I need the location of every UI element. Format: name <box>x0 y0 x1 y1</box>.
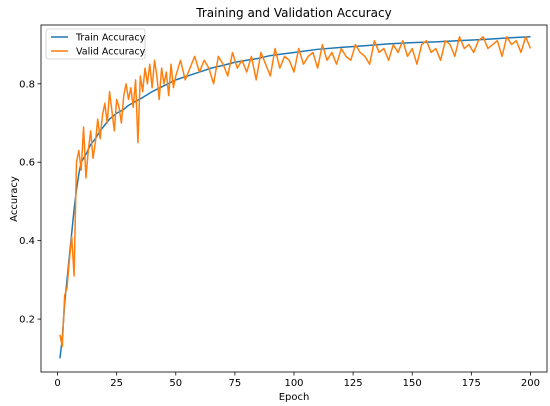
legend-label-valid: Valid Accuracy <box>76 47 146 58</box>
y-tick-label: 0.4 <box>19 236 35 247</box>
x-tick-label: 0 <box>54 378 60 389</box>
chart-title: Training and Validation Accuracy <box>195 6 391 20</box>
x-tick-label: 100 <box>284 378 303 389</box>
legend: Train Accuracy Valid Accuracy <box>45 28 146 60</box>
y-tick-label: 0.6 <box>19 158 35 169</box>
y-tick-label: 0.2 <box>19 315 35 326</box>
series-line-train <box>59 36 531 359</box>
x-tick-label: 25 <box>110 378 123 389</box>
y-tick-label: 0.8 <box>19 79 35 90</box>
x-axis: 0 25 50 75 100 125 150 175 200 <box>54 372 540 389</box>
y-axis-title: Accuracy <box>9 176 20 222</box>
x-tick-label: 200 <box>521 378 540 389</box>
x-tick-label: 150 <box>403 378 422 389</box>
plot-frame <box>40 24 548 373</box>
x-tick-label: 50 <box>169 378 182 389</box>
series-layer <box>59 36 532 359</box>
legend-label-train: Train Accuracy <box>75 33 146 44</box>
legend-box <box>45 28 146 60</box>
x-tick-label: 75 <box>229 378 242 389</box>
x-tick-label: 125 <box>344 378 363 389</box>
series-line-valid <box>59 36 532 348</box>
x-axis-title: Epoch <box>279 392 310 403</box>
y-axis: 0.2 0.4 0.6 0.8 <box>19 79 41 326</box>
x-tick-label: 175 <box>462 378 481 389</box>
